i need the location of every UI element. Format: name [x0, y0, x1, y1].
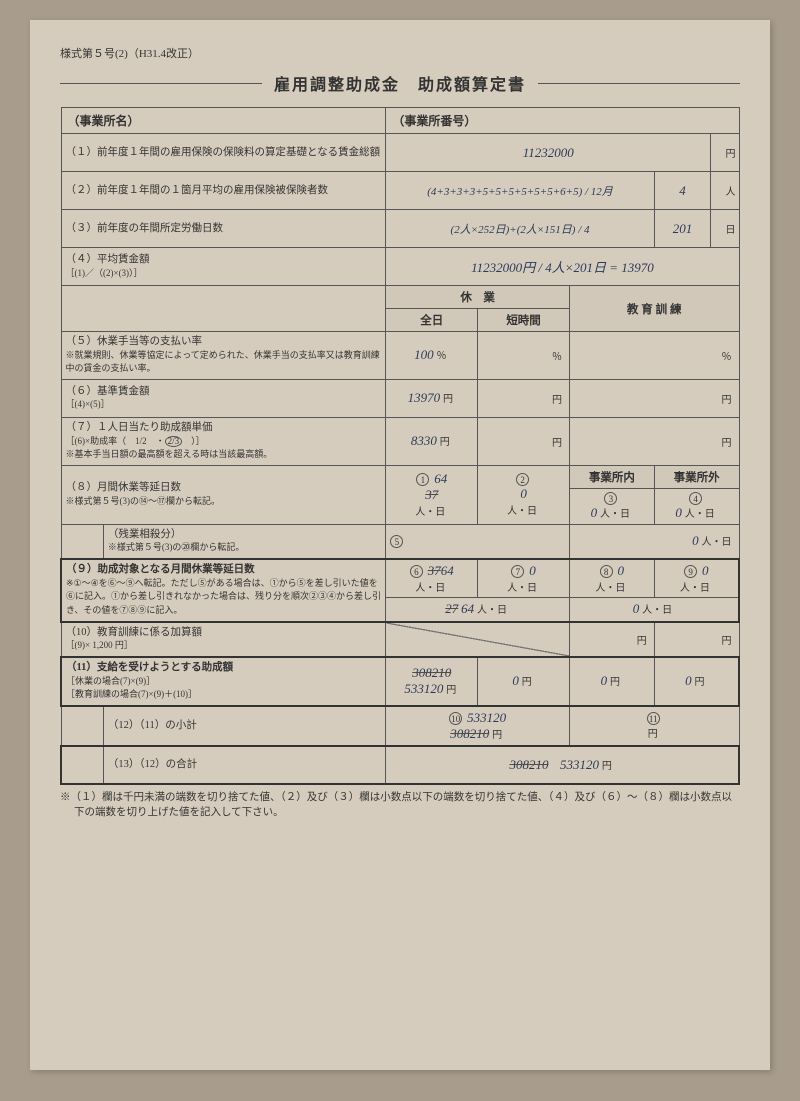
row3-unit: 日 — [711, 210, 739, 248]
page-title: 雇用調整助成金 助成額算定書 — [262, 71, 538, 95]
col-in: 事業所内 — [569, 465, 654, 488]
row4-label: （４）平均賃金額［(1)／（(2)×(3)）］ — [61, 248, 386, 286]
office-name-label: （事業所名） — [68, 114, 140, 128]
col-kyouiku: 教 育 訓 練 — [569, 286, 739, 332]
row1-unit: 円 — [711, 134, 739, 172]
row8-c2: 20人・日 — [478, 465, 570, 524]
row8-c4: 40 人・日 — [654, 488, 739, 524]
row9-c6: 6 3764人・日 — [386, 559, 478, 598]
row5-label: （５）休業手当等の支払い率※就業規則、休業等協定によって定められた、休業手当の支… — [61, 332, 386, 380]
row13-label: （13）（12）の合計 — [103, 746, 386, 784]
row8b-r: 0 人・日 — [569, 524, 739, 559]
col-out: 事業所外 — [654, 465, 739, 488]
row6-v1: 13970 — [408, 390, 441, 405]
row2-calc: (4+3+3+3+5+5+5+5+5+5+6+5) / 12月 — [427, 186, 613, 198]
row9-c9: 9 0人・日 — [654, 559, 739, 598]
row3-calc: (2人×252日)+(2人×151日) / 4 — [451, 224, 590, 236]
row9-bottom-right: 0 人・日 — [569, 598, 739, 622]
row3-label: （３）前年度の年間所定労働日数 — [61, 210, 386, 248]
row7-v1: 8330 — [411, 433, 437, 448]
form-paper: 様式第５号(2)（H31.4改正） 雇用調整助成金 助成額算定書 （事業所名） … — [30, 20, 770, 1070]
col-zenjitsu: 全日 — [386, 309, 478, 332]
row10-label: （10）教育訓練に係る加算額［(9)× 1,200 円］ — [61, 622, 386, 657]
row9-label: （９）助成対象となる月間休業等延日数※①～④を⑥～⑨へ転記。ただし⑤がある場合は… — [61, 559, 386, 622]
row8b-c5: 5 — [386, 524, 570, 559]
row8-label: （８）月間休業等延日数※様式第５号(3)の⑭～⑰欄から転記。 — [61, 465, 386, 524]
row11-v3: 0 円 — [569, 657, 654, 706]
row8-c1: 1 6437人・日 — [386, 465, 478, 524]
row12-label: （12）（11）の小計 — [103, 706, 386, 746]
row5-v1: 100 — [414, 347, 434, 362]
row8b-label: （残業相殺分）※様式第５号(3)の⑳欄から転記。 — [103, 524, 386, 559]
main-table: （事業所名） （事業所番号） （１）前年度１年間の雇用保険の保険料の算定基礎とな… — [60, 107, 740, 785]
row8-c3: 30 人・日 — [569, 488, 654, 524]
form-number: 様式第５号(2)（H31.4改正） — [60, 45, 740, 61]
row2-unit: 人 — [711, 172, 739, 210]
row2-value: 4 — [679, 183, 686, 199]
row11-v4: 0 円 — [654, 657, 739, 706]
row6-label: （６）基準賃金額［(4)×(5)］ — [61, 379, 386, 417]
row3-value: 201 — [673, 221, 693, 237]
office-no-label: （事業所番号） — [392, 114, 476, 128]
row11-label: （11）支給を受けようとする助成額［休業の場合(7)×(9)］ ［教育訓練の場合… — [61, 657, 386, 706]
row7-label: （７）１人日当たり助成額単価 ［(6)×助成率（ 1/2 ・2/3 ）］ ※基本… — [61, 417, 386, 465]
row9-c8: 8 0人・日 — [569, 559, 654, 598]
row4-calc: 11232000円 / 4人×201日 = 13970 — [471, 260, 654, 275]
footnote: ※（１）欄は千円未満の端数を切り捨てた値、（２）及び（３）欄は小数点以下の端数を… — [60, 791, 740, 820]
col-kyugyo: 休 業 — [386, 286, 570, 309]
row11-v2: 0 円 — [478, 657, 570, 706]
row10-diag — [386, 622, 570, 657]
row12-v10: 10 533120308210 円 — [386, 706, 570, 746]
row9-c7: 7 0人・日 — [478, 559, 570, 598]
row1-label: （１）前年度１年間の雇用保険の保険料の算定基礎となる賃金総額 — [61, 134, 386, 172]
title-row: 雇用調整助成金 助成額算定書 — [60, 71, 740, 95]
row2-label: （２）前年度１年間の１箇月平均の雇用保険被保険者数 — [61, 172, 386, 210]
row12-v11: 11円 — [569, 706, 739, 746]
col-tanjikan: 短時間 — [478, 309, 570, 332]
row13-value: 308210 533120 円 — [386, 746, 739, 784]
row9-bottom-left: 27 64 人・日 — [386, 598, 570, 622]
row11-v1: 308210533120 円 — [386, 657, 478, 706]
row1-value: 11232000 — [523, 145, 574, 161]
